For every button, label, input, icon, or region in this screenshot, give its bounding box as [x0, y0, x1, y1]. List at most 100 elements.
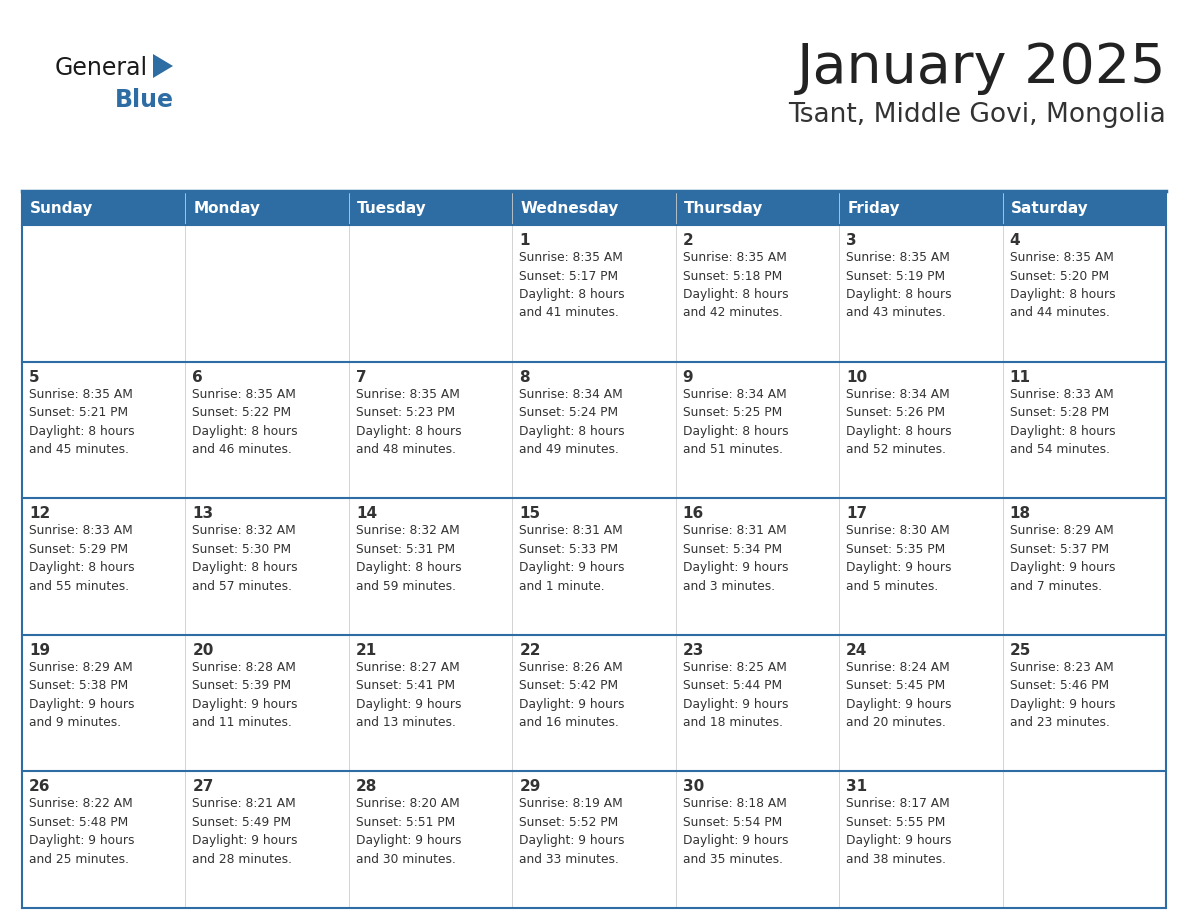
Text: Monday: Monday [194, 201, 260, 217]
Text: 15: 15 [519, 506, 541, 521]
Bar [512, 498, 676, 635]
Text: Sunrise: 8:19 AM
Sunset: 5:52 PM
Daylight: 9 hours
and 33 minutes.: Sunrise: 8:19 AM Sunset: 5:52 PM Dayligh… [519, 798, 625, 866]
Text: Sunrise: 8:33 AM
Sunset: 5:28 PM
Daylight: 8 hours
and 54 minutes.: Sunrise: 8:33 AM Sunset: 5:28 PM Dayligh… [1010, 387, 1116, 456]
Text: Sunrise: 8:31 AM
Sunset: 5:34 PM
Daylight: 9 hours
and 3 minutes.: Sunrise: 8:31 AM Sunset: 5:34 PM Dayligh… [683, 524, 788, 593]
Text: 11: 11 [1010, 370, 1030, 385]
Text: Sunrise: 8:35 AM
Sunset: 5:17 PM
Daylight: 8 hours
and 41 minutes.: Sunrise: 8:35 AM Sunset: 5:17 PM Dayligh… [519, 251, 625, 319]
Bar [1003, 771, 1165, 908]
Text: Sunday: Sunday [30, 201, 94, 217]
Text: Sunrise: 8:21 AM
Sunset: 5:49 PM
Daylight: 9 hours
and 28 minutes.: Sunrise: 8:21 AM Sunset: 5:49 PM Dayligh… [192, 798, 298, 866]
Bar [839, 635, 1003, 771]
Text: General: General [55, 56, 148, 80]
Text: Sunrise: 8:34 AM
Sunset: 5:24 PM
Daylight: 8 hours
and 49 minutes.: Sunrise: 8:34 AM Sunset: 5:24 PM Dayligh… [519, 387, 625, 456]
Bar [23, 362, 185, 498]
Bar [23, 225, 185, 362]
Text: 6: 6 [192, 370, 203, 385]
Text: Sunrise: 8:18 AM
Sunset: 5:54 PM
Daylight: 9 hours
and 35 minutes.: Sunrise: 8:18 AM Sunset: 5:54 PM Dayligh… [683, 798, 788, 866]
Text: Sunrise: 8:23 AM
Sunset: 5:46 PM
Daylight: 9 hours
and 23 minutes.: Sunrise: 8:23 AM Sunset: 5:46 PM Dayligh… [1010, 661, 1116, 729]
Text: Thursday: Thursday [684, 201, 763, 217]
Bar [512, 193, 676, 225]
Text: Sunrise: 8:34 AM
Sunset: 5:25 PM
Daylight: 8 hours
and 51 minutes.: Sunrise: 8:34 AM Sunset: 5:25 PM Dayligh… [683, 387, 789, 456]
Text: Wednesday: Wednesday [520, 201, 619, 217]
Bar [185, 771, 349, 908]
Text: 31: 31 [846, 779, 867, 794]
Text: 7: 7 [356, 370, 366, 385]
Text: Sunrise: 8:35 AM
Sunset: 5:18 PM
Daylight: 8 hours
and 42 minutes.: Sunrise: 8:35 AM Sunset: 5:18 PM Dayligh… [683, 251, 789, 319]
Bar [185, 635, 349, 771]
Text: January 2025: January 2025 [796, 41, 1165, 95]
Bar [1003, 362, 1165, 498]
Text: Tsant, Middle Govi, Mongolia: Tsant, Middle Govi, Mongolia [789, 102, 1165, 128]
Text: Sunrise: 8:30 AM
Sunset: 5:35 PM
Daylight: 9 hours
and 5 minutes.: Sunrise: 8:30 AM Sunset: 5:35 PM Dayligh… [846, 524, 952, 593]
Bar [512, 771, 676, 908]
Bar [349, 498, 512, 635]
Bar [185, 193, 349, 225]
Bar [185, 225, 349, 362]
Text: Sunrise: 8:32 AM
Sunset: 5:30 PM
Daylight: 8 hours
and 57 minutes.: Sunrise: 8:32 AM Sunset: 5:30 PM Dayligh… [192, 524, 298, 593]
Text: Sunrise: 8:27 AM
Sunset: 5:41 PM
Daylight: 9 hours
and 13 minutes.: Sunrise: 8:27 AM Sunset: 5:41 PM Dayligh… [356, 661, 461, 729]
Bar [349, 362, 512, 498]
Text: Saturday: Saturday [1011, 201, 1088, 217]
Text: Sunrise: 8:29 AM
Sunset: 5:37 PM
Daylight: 9 hours
and 7 minutes.: Sunrise: 8:29 AM Sunset: 5:37 PM Dayligh… [1010, 524, 1116, 593]
Text: 14: 14 [356, 506, 377, 521]
Text: 20: 20 [192, 643, 214, 658]
Text: 4: 4 [1010, 233, 1020, 248]
Text: 12: 12 [29, 506, 50, 521]
Text: 3: 3 [846, 233, 857, 248]
Text: 16: 16 [683, 506, 704, 521]
Text: Sunrise: 8:25 AM
Sunset: 5:44 PM
Daylight: 9 hours
and 18 minutes.: Sunrise: 8:25 AM Sunset: 5:44 PM Dayligh… [683, 661, 788, 729]
Bar [185, 498, 349, 635]
Bar [839, 362, 1003, 498]
Text: 13: 13 [192, 506, 214, 521]
Text: 29: 29 [519, 779, 541, 794]
Bar [1003, 635, 1165, 771]
Text: 21: 21 [356, 643, 377, 658]
Bar [1003, 225, 1165, 362]
Bar [839, 498, 1003, 635]
Bar [1003, 193, 1165, 225]
Bar [349, 635, 512, 771]
Text: Sunrise: 8:35 AM
Sunset: 5:23 PM
Daylight: 8 hours
and 48 minutes.: Sunrise: 8:35 AM Sunset: 5:23 PM Dayligh… [356, 387, 461, 456]
Bar [512, 635, 676, 771]
Bar [512, 362, 676, 498]
Text: Sunrise: 8:32 AM
Sunset: 5:31 PM
Daylight: 8 hours
and 59 minutes.: Sunrise: 8:32 AM Sunset: 5:31 PM Dayligh… [356, 524, 461, 593]
Text: Sunrise: 8:20 AM
Sunset: 5:51 PM
Daylight: 9 hours
and 30 minutes.: Sunrise: 8:20 AM Sunset: 5:51 PM Dayligh… [356, 798, 461, 866]
Bar [349, 225, 512, 362]
Text: 8: 8 [519, 370, 530, 385]
Bar [839, 193, 1003, 225]
Text: 22: 22 [519, 643, 541, 658]
Text: 25: 25 [1010, 643, 1031, 658]
Text: Sunrise: 8:33 AM
Sunset: 5:29 PM
Daylight: 8 hours
and 55 minutes.: Sunrise: 8:33 AM Sunset: 5:29 PM Dayligh… [29, 524, 134, 593]
Bar [512, 225, 676, 362]
Text: 24: 24 [846, 643, 867, 658]
Text: 18: 18 [1010, 506, 1031, 521]
Text: Friday: Friday [847, 201, 899, 217]
Text: 5: 5 [29, 370, 39, 385]
Bar [676, 362, 839, 498]
Text: Sunrise: 8:35 AM
Sunset: 5:22 PM
Daylight: 8 hours
and 46 minutes.: Sunrise: 8:35 AM Sunset: 5:22 PM Dayligh… [192, 387, 298, 456]
Bar [185, 362, 349, 498]
Bar [676, 635, 839, 771]
Polygon shape [153, 54, 173, 78]
Text: 10: 10 [846, 370, 867, 385]
Bar [23, 193, 185, 225]
Text: Sunrise: 8:35 AM
Sunset: 5:20 PM
Daylight: 8 hours
and 44 minutes.: Sunrise: 8:35 AM Sunset: 5:20 PM Dayligh… [1010, 251, 1116, 319]
Bar [676, 193, 839, 225]
Text: 23: 23 [683, 643, 704, 658]
Bar [676, 225, 839, 362]
Text: 26: 26 [29, 779, 51, 794]
Text: Sunrise: 8:24 AM
Sunset: 5:45 PM
Daylight: 9 hours
and 20 minutes.: Sunrise: 8:24 AM Sunset: 5:45 PM Dayligh… [846, 661, 952, 729]
Text: Sunrise: 8:35 AM
Sunset: 5:21 PM
Daylight: 8 hours
and 45 minutes.: Sunrise: 8:35 AM Sunset: 5:21 PM Dayligh… [29, 387, 134, 456]
Bar [349, 771, 512, 908]
Text: 27: 27 [192, 779, 214, 794]
Text: Sunrise: 8:28 AM
Sunset: 5:39 PM
Daylight: 9 hours
and 11 minutes.: Sunrise: 8:28 AM Sunset: 5:39 PM Dayligh… [192, 661, 298, 729]
Bar [23, 498, 185, 635]
Text: Sunrise: 8:17 AM
Sunset: 5:55 PM
Daylight: 9 hours
and 38 minutes.: Sunrise: 8:17 AM Sunset: 5:55 PM Dayligh… [846, 798, 952, 866]
Bar [839, 225, 1003, 362]
Text: Tuesday: Tuesday [356, 201, 426, 217]
Bar [676, 771, 839, 908]
Text: 1: 1 [519, 233, 530, 248]
Bar [839, 771, 1003, 908]
Text: Sunrise: 8:26 AM
Sunset: 5:42 PM
Daylight: 9 hours
and 16 minutes.: Sunrise: 8:26 AM Sunset: 5:42 PM Dayligh… [519, 661, 625, 729]
Text: Sunrise: 8:34 AM
Sunset: 5:26 PM
Daylight: 8 hours
and 52 minutes.: Sunrise: 8:34 AM Sunset: 5:26 PM Dayligh… [846, 387, 952, 456]
